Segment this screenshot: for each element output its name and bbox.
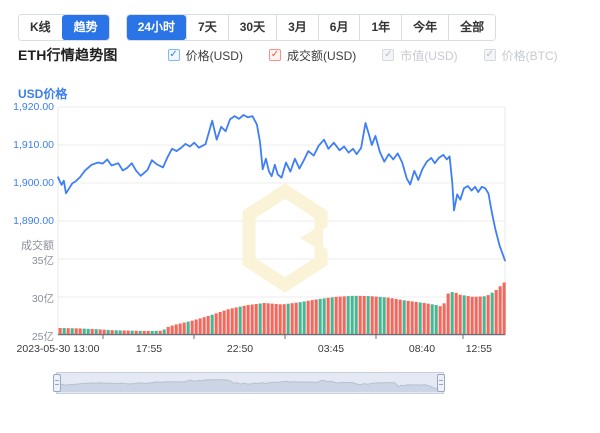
tab-range-ytd[interactable]: 今年	[401, 15, 449, 40]
legend-toggle-price-usd[interactable]: ✓ 价格(USD)	[167, 47, 243, 64]
volume-bars	[58, 282, 506, 335]
volume-tick-label: 25亿	[31, 330, 54, 343]
page-title: ETH行情趋势图	[18, 47, 118, 63]
toolbar: K线 趋势 24小时 7天 30天 3月 6月 1年 今年 全部	[18, 14, 497, 41]
x-axis-label: 2023-05-30 13:00	[16, 343, 100, 355]
volume-tick-label: 35亿	[31, 254, 54, 267]
tab-range-30d[interactable]: 30天	[227, 15, 277, 40]
x-axis-label: 03:45	[317, 343, 345, 355]
checkbox-price-btc: ✓	[483, 49, 496, 61]
time-range-switch: 24小时 7天 30天 3月 6月 1年 今年 全部	[125, 14, 497, 41]
tab-kline[interactable]: K线	[19, 15, 62, 40]
legend-label: 成交额(USD)	[286, 48, 357, 63]
legend-label: 价格(USD)	[185, 48, 243, 63]
x-axis-label: 08:40	[408, 343, 436, 355]
range-slider-preview	[56, 372, 444, 394]
range-slider[interactable]	[53, 371, 445, 395]
series-legend: ✓ 价格(USD) ✓ 成交额(USD) ✓ 市值(USD) ✓ 价格(BTC)	[167, 47, 558, 64]
range-slider-right-handle[interactable]	[437, 374, 445, 392]
price-axis-title: USD价格	[18, 87, 68, 101]
legend-label: 价格(BTC)	[501, 48, 558, 63]
tab-range-7d[interactable]: 7天	[186, 15, 228, 40]
x-axis-label: 12:55	[465, 343, 492, 355]
volume-tick-label: 30亿	[31, 292, 54, 305]
tab-range-6m[interactable]: 6月	[317, 15, 360, 40]
range-slider-left-handle[interactable]	[53, 374, 61, 392]
x-axis-label: 22:50	[226, 343, 254, 355]
volume-axis-title: 成交额	[21, 240, 54, 252]
legend-label: 市值(USD)	[400, 48, 458, 63]
legend-toggle-marketcap-usd: ✓ 市值(USD)	[382, 47, 458, 64]
price-tick-label: 1,890.00	[13, 214, 54, 227]
price-tick-label: 1,910.00	[13, 138, 54, 151]
x-axis-label: 17:55	[135, 343, 163, 355]
tab-range-all[interactable]: 全部	[448, 15, 496, 40]
price-tick-label: 1,920.00	[13, 100, 54, 113]
price-tick-label: 1,900.00	[13, 176, 54, 189]
tab-range-1y[interactable]: 1年	[359, 15, 402, 40]
watermark-brand-logo-icon	[242, 183, 329, 293]
chart-header: ETH行情趋势图 ✓ 价格(USD) ✓ 成交额(USD) ✓ 市值(USD) ✓ 价格(BT…	[18, 46, 600, 64]
checkbox-price-usd[interactable]: ✓	[167, 49, 180, 61]
tab-range-24h[interactable]: 24小时	[126, 15, 187, 40]
checkbox-marketcap-usd: ✓	[382, 49, 395, 61]
tab-trend[interactable]: 趋势	[61, 15, 109, 40]
range-slider-outline	[57, 379, 443, 391]
tab-range-3m[interactable]: 3月	[276, 15, 318, 40]
price-line	[57, 114, 506, 262]
checkbox-volume-usd[interactable]: ✓	[268, 49, 281, 61]
chart-type-switch: K线 趋势	[18, 14, 110, 41]
legend-toggle-price-btc: ✓ 价格(BTC)	[483, 47, 558, 64]
legend-toggle-volume-usd[interactable]: ✓ 成交额(USD)	[268, 47, 357, 64]
